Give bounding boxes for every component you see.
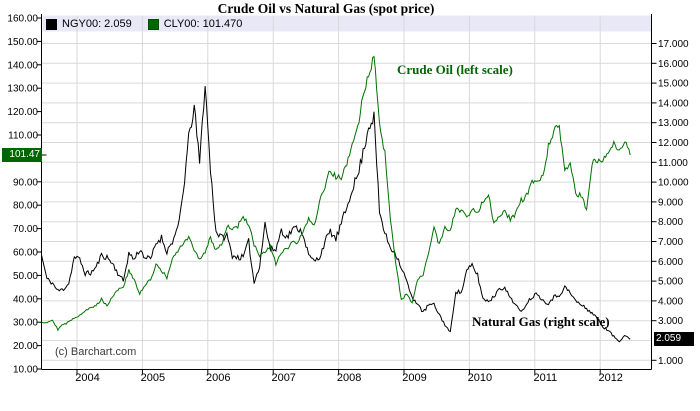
crude-current-price-badge: 101.47 — [2, 148, 42, 162]
x-axis-year-label: 2005 — [141, 372, 165, 384]
right-axis-tick-label: 12.000 — [658, 138, 689, 149]
right-axis-tick-label: 4.000 — [658, 296, 683, 307]
left-axis-tick-label: 20.00 — [13, 341, 38, 352]
series-line-natural-gas — [41, 86, 631, 343]
right-axis-tick-label: 9.000 — [658, 197, 683, 208]
chart-legend: NGY00: 2.059 CLY00: 101.470 — [46, 17, 258, 31]
right-axis-tick-label: 6.000 — [658, 257, 683, 268]
right-axis-tick-label: 5.000 — [658, 277, 683, 288]
x-axis-year-label: 2004 — [75, 372, 99, 384]
right-axis-tick-label: 16.000 — [658, 59, 689, 70]
left-axis-tick-label: 110.00 — [8, 131, 38, 142]
x-axis-year-label: 2012 — [598, 372, 622, 384]
right-axis-tick-label: 10.000 — [658, 178, 689, 189]
series-line-crude-oil — [41, 55, 631, 332]
legend-label-ngy00: NGY00: 2.059 — [62, 18, 132, 30]
x-axis-year-label: 2011 — [533, 372, 557, 384]
gas-current-price-badge: 2.059 — [654, 332, 694, 346]
axis-frame — [41, 14, 652, 370]
left-axis-tick-label: 60.00 — [13, 248, 38, 259]
right-axis-tick-label: 14.000 — [658, 98, 689, 109]
x-axis-year-label: 2008 — [337, 372, 361, 384]
gridlines — [41, 15, 652, 370]
x-axis-year-label: 2007 — [271, 372, 295, 384]
right-axis-tick-label: 8.000 — [658, 217, 683, 228]
x-axis-year-label: 2010 — [468, 372, 492, 384]
left-axis-tick-label: 70.00 — [13, 224, 38, 235]
legend-label-cly00: CLY00: 101.470 — [163, 18, 243, 30]
legend-item-ngy00: NGY00: 2.059 — [46, 18, 132, 30]
axis-tick-labels: 160.00 150.00 140.00 130.00 120.00 110.00 90.0… — [7, 14, 689, 385]
legend-item-cly00: CLY00: 101.470 — [147, 18, 243, 30]
legend-bar — [42, 15, 651, 32]
axis-ticks — [36, 17, 657, 375]
left-axis-tick-label: 80.00 — [13, 201, 38, 212]
ngy00-swatch-icon — [46, 18, 57, 30]
left-axis-tick-label: 40.00 — [13, 294, 38, 305]
right-axis-tick-label: 7.000 — [658, 237, 683, 248]
cly00-swatch-icon — [147, 18, 159, 30]
left-axis-tick-label: 150.00 — [7, 37, 38, 48]
right-axis-tick-label: 13.000 — [658, 118, 689, 129]
right-axis-tick-label: 15.000 — [658, 79, 689, 90]
left-axis-tick-label: 120.00 — [7, 107, 38, 118]
left-axis-tick-label: 10.00 — [13, 365, 38, 376]
right-axis-tick-label: 3.000 — [658, 316, 683, 327]
right-axis-tick-label: 11.000 — [658, 158, 688, 169]
left-axis-tick-label: 90.00 — [13, 177, 38, 188]
left-axis-tick-label: 140.00 — [7, 60, 38, 71]
left-axis-tick-label: 30.00 — [13, 318, 38, 329]
barchart-watermark: (c) Barchart.com — [55, 346, 137, 358]
left-axis-tick-label: 160.00 — [7, 14, 38, 25]
right-axis-tick-label: 17.000 — [658, 39, 689, 50]
right-axis-tick-label: 1.000 — [658, 356, 683, 367]
chart-title: Crude Oil vs Natural Gas (spot price) — [217, 1, 435, 16]
left-axis-tick-label: 50.00 — [13, 271, 38, 282]
x-axis-year-label: 2009 — [402, 372, 426, 384]
natural-gas-annotation: Natural Gas (right scale) — [472, 314, 610, 329]
left-axis-tick-label: 130.00 — [7, 84, 38, 95]
x-axis-year-label: 2006 — [206, 372, 230, 384]
crude-oil-annotation: Crude Oil (left scale) — [397, 62, 513, 77]
